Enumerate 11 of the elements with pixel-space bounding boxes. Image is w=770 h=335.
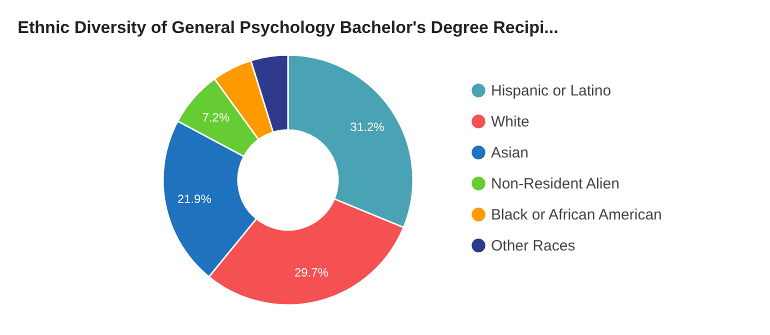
chart-title: Ethnic Diversity of General Psychology Bachelor's Degree Recipi... <box>18 18 558 37</box>
legend-label: Asian <box>491 144 529 162</box>
data-label: 7.2% <box>202 110 230 124</box>
legend-label: Non-Resident Alien <box>491 176 620 192</box>
legend-label: Other Races <box>491 238 576 254</box>
legend-label: Black or African American <box>491 206 662 224</box>
data-label: 31.2% <box>350 120 385 134</box>
data-label: 29.7% <box>294 266 329 280</box>
data-label: 21.9% <box>177 192 212 206</box>
legend-label: Hispanic or Latino <box>491 82 612 100</box>
legend-label: White <box>491 114 530 130</box>
